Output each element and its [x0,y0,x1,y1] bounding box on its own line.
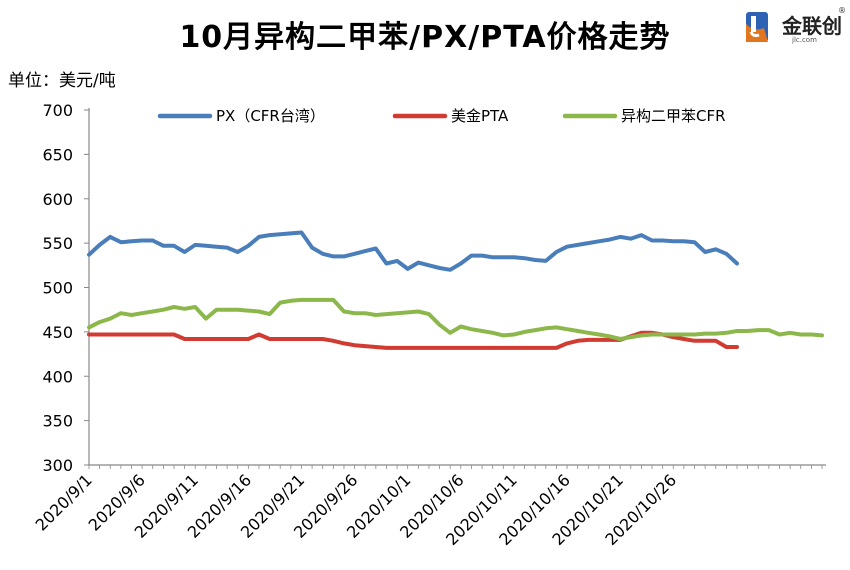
legend: PX（CFR台湾） 美金PTA 异构二甲苯CFR [157,107,726,125]
legend-label-3: 异构二甲苯CFR [621,107,726,125]
y-tick-label: 600 [42,190,73,209]
logo-text: 金联创 [782,14,842,38]
legend-label-1: PX（CFR台湾） [216,107,325,125]
y-tick-label: 300 [42,456,73,475]
y-tick-label: 450 [42,323,73,342]
series-line-3 [87,297,824,341]
legend-label-2: 美金PTA [451,107,509,125]
y-tick-label: 700 [42,101,73,120]
y-tick-label: 400 [42,367,73,386]
series-lines [87,230,824,350]
y-tick-label: 550 [42,234,73,253]
y-tick-label: 650 [42,145,73,164]
chart-title: 10月异构二甲苯/PX/PTA价格走势 [179,20,671,55]
brand-logo: 金联创 jlc.com ® [740,6,846,48]
y-tick-label: 350 [42,412,73,431]
unit-label: 单位：美元/吨 [8,71,116,91]
series-line-1 [87,230,739,272]
x-tick-label: 2020/9/1 [32,470,96,534]
axes: 3003504004505005506006507002020/9/12020/… [32,101,826,549]
jlc-logo-icon [746,12,768,42]
y-tick-label: 500 [42,279,73,298]
logo-subtext: jlc.com [792,36,817,44]
logo-registered-mark: ® [838,6,846,15]
